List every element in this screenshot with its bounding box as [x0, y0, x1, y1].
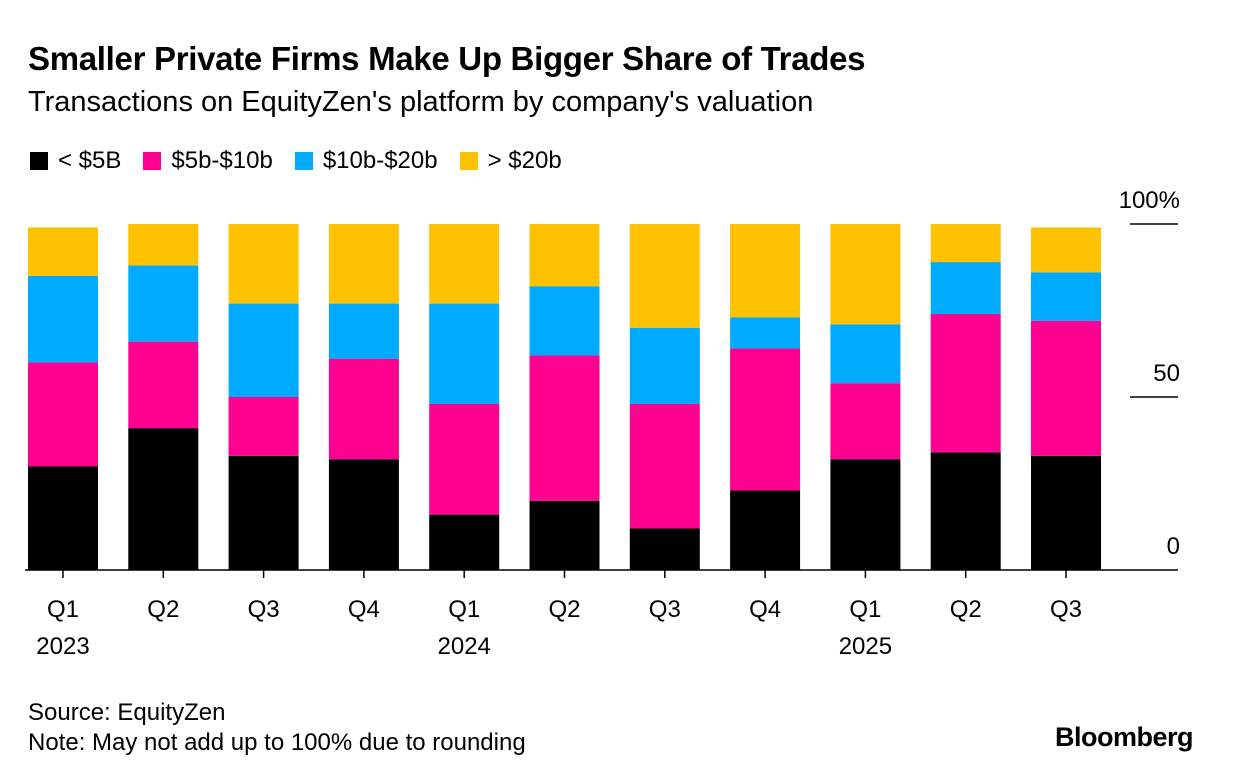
x-tick-label: Q1 [47, 596, 79, 623]
x-year-label: 2024 [438, 633, 491, 660]
bar-segment-3 [930, 262, 1001, 314]
bar-segment-4 [429, 224, 500, 304]
legend-item-over-20b: > $20b [459, 147, 562, 175]
chart-subtitle: Transactions on EquityZen's platform by … [28, 86, 814, 118]
bar-segment-3 [529, 286, 600, 356]
x-tick-label: Q3 [1050, 596, 1082, 623]
bar-segment-1 [1031, 455, 1101, 570]
bar-segment-1 [228, 455, 299, 570]
bar-segment-3 [730, 317, 801, 349]
legend-swatch [30, 152, 48, 170]
x-year-label: 2025 [839, 633, 892, 660]
rounding-note: Note: May not add up to 100% due to roun… [28, 729, 526, 756]
bar-segment-1 [429, 514, 500, 570]
bar-segment-4 [328, 224, 399, 304]
bar-segment-1 [830, 459, 901, 570]
x-tick-label: Q2 [548, 596, 580, 623]
bar-segment-2 [1031, 320, 1101, 456]
x-tick-label: Q2 [950, 596, 982, 623]
x-tick-label: Q3 [649, 596, 681, 623]
bar-segment-2 [328, 358, 399, 460]
bar-segment-1 [930, 452, 1001, 570]
x-tick-label: Q3 [248, 596, 280, 623]
bar-segment-2 [629, 403, 700, 529]
legend-swatch [459, 152, 478, 170]
bar-segment-4 [228, 224, 299, 304]
legend: < $5B $5b-$10b $10b-$20b > $20b [30, 147, 562, 175]
bar-segment-2 [930, 313, 1001, 453]
bar-segment-3 [830, 324, 901, 384]
bar-segment-2 [128, 341, 199, 429]
x-tick-label: Q1 [448, 596, 480, 623]
bar-segment-1 [529, 500, 600, 570]
bar-segment-1 [629, 528, 700, 570]
legend-swatch [294, 152, 313, 170]
legend-item-10b-20b: $10b-$20b [294, 147, 438, 175]
bar-segment-2 [529, 355, 600, 501]
bar-segment-3 [328, 303, 399, 359]
y-tick-label: 100% [1119, 187, 1180, 214]
bar-segment-3 [228, 303, 299, 397]
legend-item-under-5b: < $5B [30, 147, 121, 175]
legend-label: > $20b [487, 147, 562, 174]
legend-label: $5b-$10b [171, 147, 273, 174]
x-tick-label: Q4 [348, 596, 380, 623]
legend-label: < $5B [58, 147, 122, 174]
legend-swatch [143, 152, 162, 170]
bar-segment-4 [1031, 227, 1101, 273]
source-note: Source: EquityZen [28, 699, 226, 726]
bar-segment-4 [28, 227, 98, 276]
bar-segment-2 [28, 362, 98, 467]
bar-segment-4 [629, 224, 700, 328]
x-tick-label: Q4 [749, 596, 781, 623]
bar-segment-2 [830, 383, 901, 460]
y-tick-label: 0 [1167, 533, 1180, 560]
legend-label: $10b-$20b [322, 147, 438, 174]
bar-segment-4 [128, 224, 199, 266]
bar-segment-1 [28, 466, 98, 570]
bar-segment-3 [1031, 272, 1101, 321]
bar-segment-1 [730, 490, 801, 570]
bar-segment-3 [128, 265, 199, 342]
x-year-label: 2023 [36, 633, 89, 660]
bar-segment-4 [529, 224, 600, 287]
x-tick-label: Q1 [849, 596, 881, 623]
bar-segment-1 [128, 428, 199, 570]
bar-segment-4 [730, 224, 801, 318]
bar-segment-3 [28, 275, 98, 363]
x-tick-label: Q2 [147, 596, 179, 623]
chart-title: Smaller Private Firms Make Up Bigger Sha… [28, 40, 866, 77]
bar-segment-4 [830, 224, 901, 325]
bar-segment-4 [930, 224, 1001, 263]
bar-segment-3 [629, 327, 700, 404]
bar-segment-2 [429, 403, 500, 515]
bar-segment-2 [228, 397, 299, 456]
bar-segment-3 [429, 303, 500, 404]
legend-item-5b-10b: $5b-$10b [143, 147, 273, 175]
bar-segment-2 [730, 348, 801, 491]
bloomberg-logo: Bloomberg [1054, 722, 1194, 752]
bar-segment-1 [328, 459, 399, 570]
y-tick-label: 50 [1153, 360, 1180, 387]
